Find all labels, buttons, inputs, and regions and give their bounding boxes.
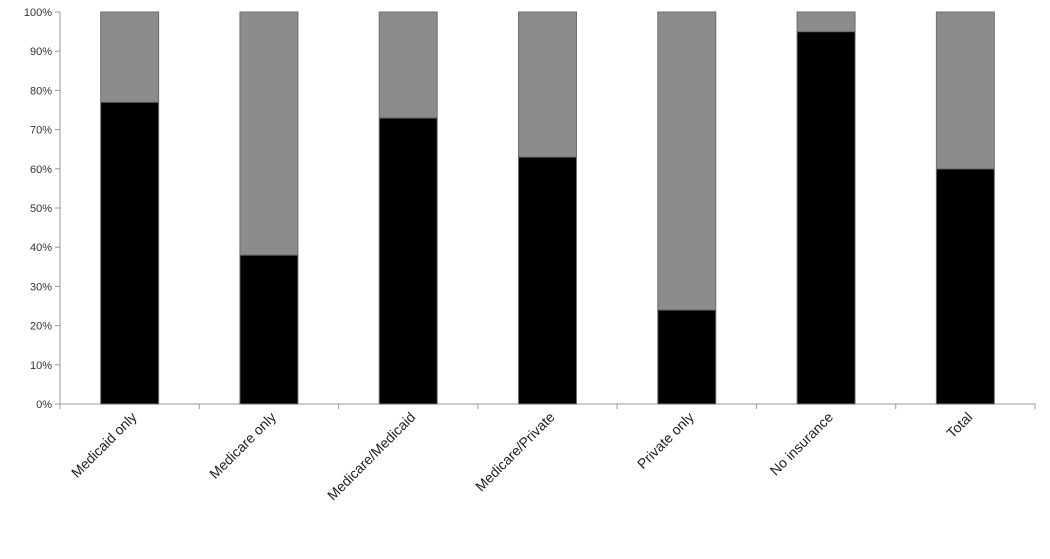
bar-segment-black — [239, 254, 299, 405]
category-label: Medicaid only — [68, 409, 140, 481]
bar-segment-gray — [657, 11, 717, 311]
y-tick-label: 100% — [24, 7, 52, 19]
y-tick-label: 60% — [30, 164, 52, 176]
bar-segment-black — [378, 117, 438, 405]
bar-segment-gray — [100, 11, 160, 103]
category-label: Medicare/Medicaid — [324, 409, 418, 503]
bar-segment-black — [796, 31, 856, 405]
y-axis: 0% 10% 20% 30% 40% 50% 60% 70% 80% 90% 100% — [24, 7, 61, 411]
bar-segment-black — [657, 309, 717, 405]
x-axis — [59, 403, 1036, 409]
bar-segment-black — [100, 101, 160, 405]
category-label: Medicare/Private — [472, 409, 558, 495]
bar-segment-gray — [239, 11, 299, 256]
category-label: Medicare only — [206, 409, 279, 482]
bar-segment-gray — [378, 11, 438, 119]
bar-segment-black — [518, 156, 577, 405]
y-tick-label: 50% — [30, 203, 52, 215]
y-tick-label: 20% — [30, 321, 52, 333]
bar-segment-gray — [518, 11, 577, 158]
category-labels: Medicaid only Medicare only Medicare/Medic… — [68, 409, 976, 504]
bars — [100, 11, 995, 405]
y-tick-label: 10% — [30, 360, 52, 372]
category-label: Total — [943, 409, 975, 441]
bar-segment-gray — [935, 11, 995, 170]
y-tick-label: 90% — [30, 46, 52, 58]
y-tick-label: 40% — [30, 242, 52, 254]
y-tick-label: 30% — [30, 281, 52, 293]
category-label: No insurance — [767, 409, 837, 479]
y-tick-label: 0% — [36, 399, 52, 411]
y-tick-label: 80% — [30, 85, 52, 97]
bar-segment-gray — [796, 11, 856, 33]
y-tick-label: 70% — [30, 125, 52, 137]
category-label: Private only — [634, 409, 697, 472]
bar-segment-black — [935, 168, 995, 405]
